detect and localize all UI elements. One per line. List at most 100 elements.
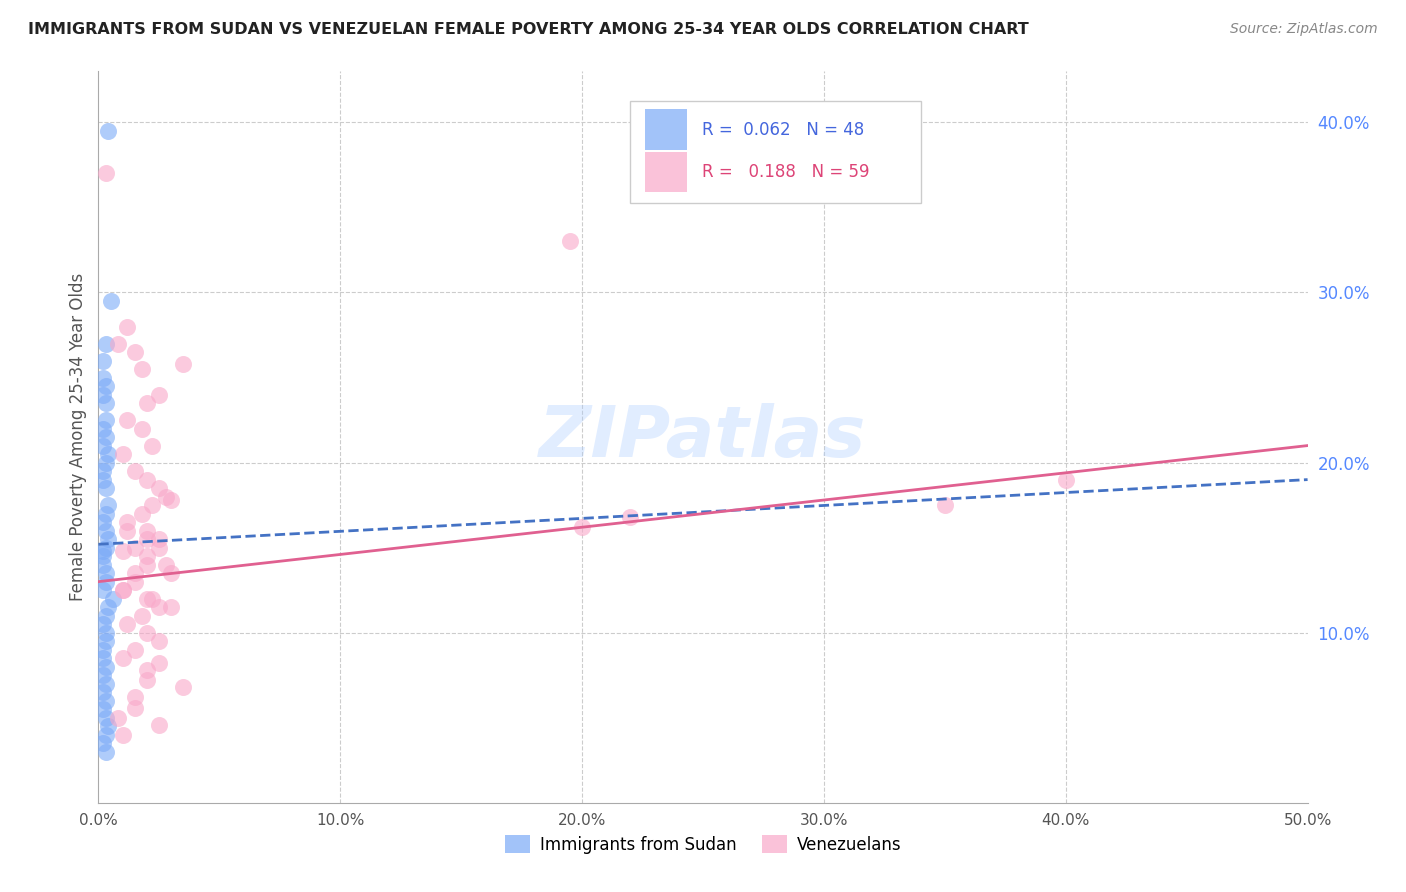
- Point: [97, 600, 120, 615]
- Point: [111, 447, 134, 461]
- FancyBboxPatch shape: [645, 110, 688, 150]
- Point: [160, 566, 183, 581]
- Point: [124, 700, 146, 714]
- Point: [155, 490, 177, 504]
- Point: [94, 456, 117, 470]
- Point: [172, 680, 194, 694]
- Point: [91, 549, 114, 563]
- Point: [94, 396, 117, 410]
- Point: [1054, 473, 1077, 487]
- Point: [141, 498, 163, 512]
- Point: [148, 717, 170, 731]
- Point: [91, 439, 114, 453]
- Text: R =  0.062   N = 48: R = 0.062 N = 48: [702, 120, 865, 138]
- Point: [91, 668, 114, 682]
- Y-axis label: Female Poverty Among 25-34 Year Olds: Female Poverty Among 25-34 Year Olds: [69, 273, 87, 601]
- Point: [111, 544, 134, 558]
- Text: Source: ZipAtlas.com: Source: ZipAtlas.com: [1230, 22, 1378, 37]
- Point: [934, 498, 956, 512]
- Point: [148, 387, 170, 401]
- Point: [94, 524, 117, 538]
- Point: [91, 473, 114, 487]
- Text: R =   0.188   N = 59: R = 0.188 N = 59: [702, 163, 869, 181]
- Point: [91, 685, 114, 699]
- Point: [94, 430, 117, 444]
- Point: [148, 532, 170, 546]
- Point: [94, 566, 117, 581]
- Point: [148, 634, 170, 648]
- Legend: Immigrants from Sudan, Venezuelans: Immigrants from Sudan, Venezuelans: [498, 829, 908, 860]
- Point: [94, 634, 117, 648]
- Point: [117, 413, 139, 427]
- Point: [131, 507, 153, 521]
- Text: IMMIGRANTS FROM SUDAN VS VENEZUELAN FEMALE POVERTY AMONG 25-34 YEAR OLDS CORRELA: IMMIGRANTS FROM SUDAN VS VENEZUELAN FEMA…: [28, 22, 1029, 37]
- Point: [135, 591, 157, 606]
- Point: [135, 396, 157, 410]
- Point: [94, 413, 117, 427]
- Point: [124, 642, 146, 657]
- Point: [100, 293, 122, 308]
- Point: [160, 493, 183, 508]
- Point: [91, 642, 114, 657]
- Point: [117, 617, 139, 632]
- Point: [571, 520, 593, 534]
- Point: [94, 694, 117, 708]
- Point: [619, 510, 641, 524]
- Point: [94, 608, 117, 623]
- Point: [91, 464, 114, 478]
- Point: [94, 481, 117, 495]
- Point: [94, 728, 117, 742]
- Point: [107, 336, 129, 351]
- Point: [160, 600, 183, 615]
- Point: [94, 574, 117, 589]
- Point: [111, 651, 134, 665]
- Point: [558, 235, 581, 249]
- Point: [91, 736, 114, 750]
- Point: [172, 357, 194, 371]
- Point: [94, 711, 117, 725]
- Point: [135, 549, 157, 563]
- Point: [94, 625, 117, 640]
- Point: [94, 379, 117, 393]
- Point: [91, 702, 114, 716]
- Point: [135, 625, 157, 640]
- Point: [94, 166, 117, 180]
- Point: [135, 532, 157, 546]
- Point: [124, 690, 146, 705]
- Point: [135, 663, 157, 677]
- Point: [141, 439, 163, 453]
- Point: [94, 745, 117, 759]
- Point: [91, 353, 114, 368]
- Point: [91, 583, 114, 598]
- Point: [141, 591, 163, 606]
- Point: [91, 515, 114, 529]
- Point: [124, 574, 146, 589]
- Point: [97, 447, 120, 461]
- Point: [148, 657, 170, 671]
- Point: [94, 541, 117, 555]
- Point: [135, 473, 157, 487]
- Point: [97, 124, 120, 138]
- Point: [135, 673, 157, 688]
- Point: [97, 719, 120, 733]
- Point: [135, 524, 157, 538]
- Point: [111, 583, 134, 598]
- Point: [91, 544, 114, 558]
- Point: [131, 608, 153, 623]
- Point: [124, 464, 146, 478]
- Point: [155, 558, 177, 572]
- Point: [91, 387, 114, 401]
- Point: [97, 498, 120, 512]
- Point: [117, 524, 139, 538]
- Point: [148, 481, 170, 495]
- Point: [94, 677, 117, 691]
- Point: [111, 583, 134, 598]
- Point: [91, 651, 114, 665]
- FancyBboxPatch shape: [630, 101, 921, 203]
- Point: [124, 541, 146, 555]
- Point: [111, 728, 134, 742]
- Point: [107, 711, 129, 725]
- Point: [94, 507, 117, 521]
- Point: [94, 336, 117, 351]
- Point: [135, 558, 157, 572]
